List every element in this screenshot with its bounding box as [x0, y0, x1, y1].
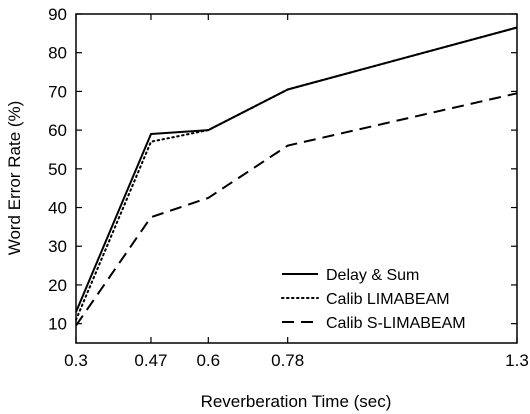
- y-tick-label: 50: [48, 160, 67, 179]
- y-tick-label: 20: [48, 276, 67, 295]
- y-tick-label: 90: [48, 5, 67, 24]
- x-axis-title: Reverberation Time (sec): [201, 392, 392, 411]
- legend: Delay & Sum Calib LIMABEAM Calib S-LIMABEA…: [281, 267, 466, 332]
- y-axis-title: Word Error Rate (%): [5, 101, 24, 256]
- x-tick-label: 0.47: [134, 351, 167, 370]
- y-tick-label: 40: [48, 199, 67, 218]
- series-group: [75, 26, 518, 327]
- series-line-1: [75, 26, 518, 313]
- x-tick-label: 0.3: [64, 351, 88, 370]
- x-tick-label: 1.3: [505, 351, 529, 370]
- y-tick-label: 60: [48, 121, 67, 140]
- y-tick-label: 80: [48, 44, 67, 63]
- y-axis: 10 20 30 40 50 60 70 80 90: [48, 5, 517, 334]
- x-tick-label: 0.6: [196, 351, 220, 370]
- y-tick-label: 10: [48, 315, 67, 334]
- x-axis: 0.3 0.47 0.6 0.78 1.3: [64, 14, 529, 370]
- y-tick-label: 70: [48, 82, 67, 101]
- legend-label: Calib LIMABEAM: [326, 291, 450, 308]
- legend-label: Delay & Sum: [326, 267, 419, 284]
- legend-label: Calib S-LIMABEAM: [326, 315, 466, 332]
- series-line-2: [75, 26, 518, 321]
- x-tick-label: 0.78: [271, 351, 304, 370]
- plot-area-frame: [75, 13, 518, 344]
- series-line-3: [75, 92, 518, 327]
- y-tick-label: 30: [48, 237, 67, 256]
